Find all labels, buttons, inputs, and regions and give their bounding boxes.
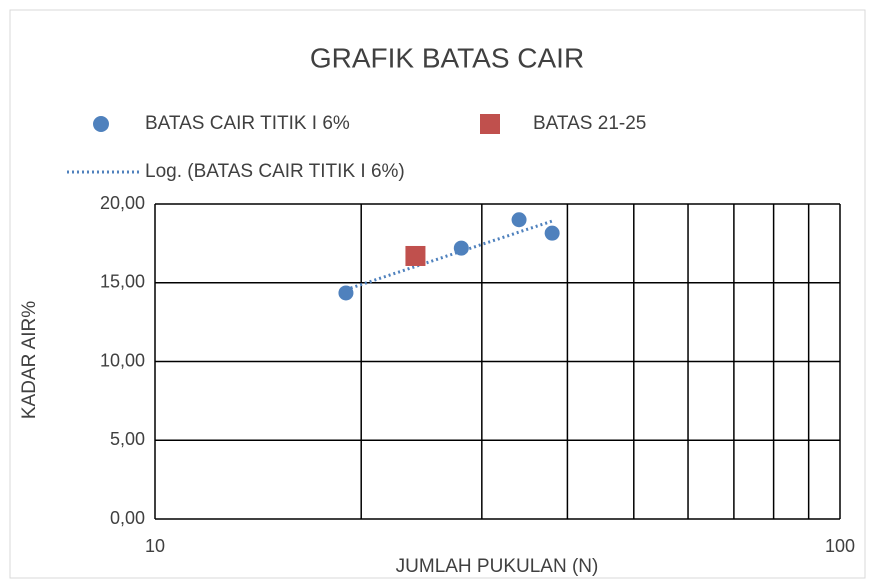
x-axis-label: JUMLAH PUKULAN (N) [396, 556, 599, 577]
x-tick-label: 100 [825, 536, 855, 556]
y-tick-label: 20,00 [100, 193, 145, 213]
y-tick-label: 15,00 [100, 272, 145, 292]
chart-border [9, 9, 866, 579]
point [338, 285, 354, 301]
legend-marker [480, 114, 500, 134]
legend-label: BATAS 21-25 [533, 113, 646, 134]
legend-marker [93, 116, 109, 132]
y-tick-label: 0,00 [110, 508, 145, 528]
y-axis-label: KADAR AIR% [19, 301, 40, 419]
legend-label: Log. (BATAS CAIR TITIK I 6%) [145, 161, 405, 182]
trendline [345, 219, 553, 292]
y-tick-label: 5,00 [110, 429, 145, 449]
point [511, 212, 527, 228]
point [405, 245, 426, 266]
point [544, 225, 560, 241]
point [453, 240, 469, 256]
chart-title: GRAFIK BATAS CAIR [310, 42, 584, 73]
y-tick-label: 10,00 [100, 350, 145, 370]
x-tick-label: 10 [145, 536, 165, 556]
legend-label: BATAS CAIR TITIK I 6% [145, 113, 350, 134]
